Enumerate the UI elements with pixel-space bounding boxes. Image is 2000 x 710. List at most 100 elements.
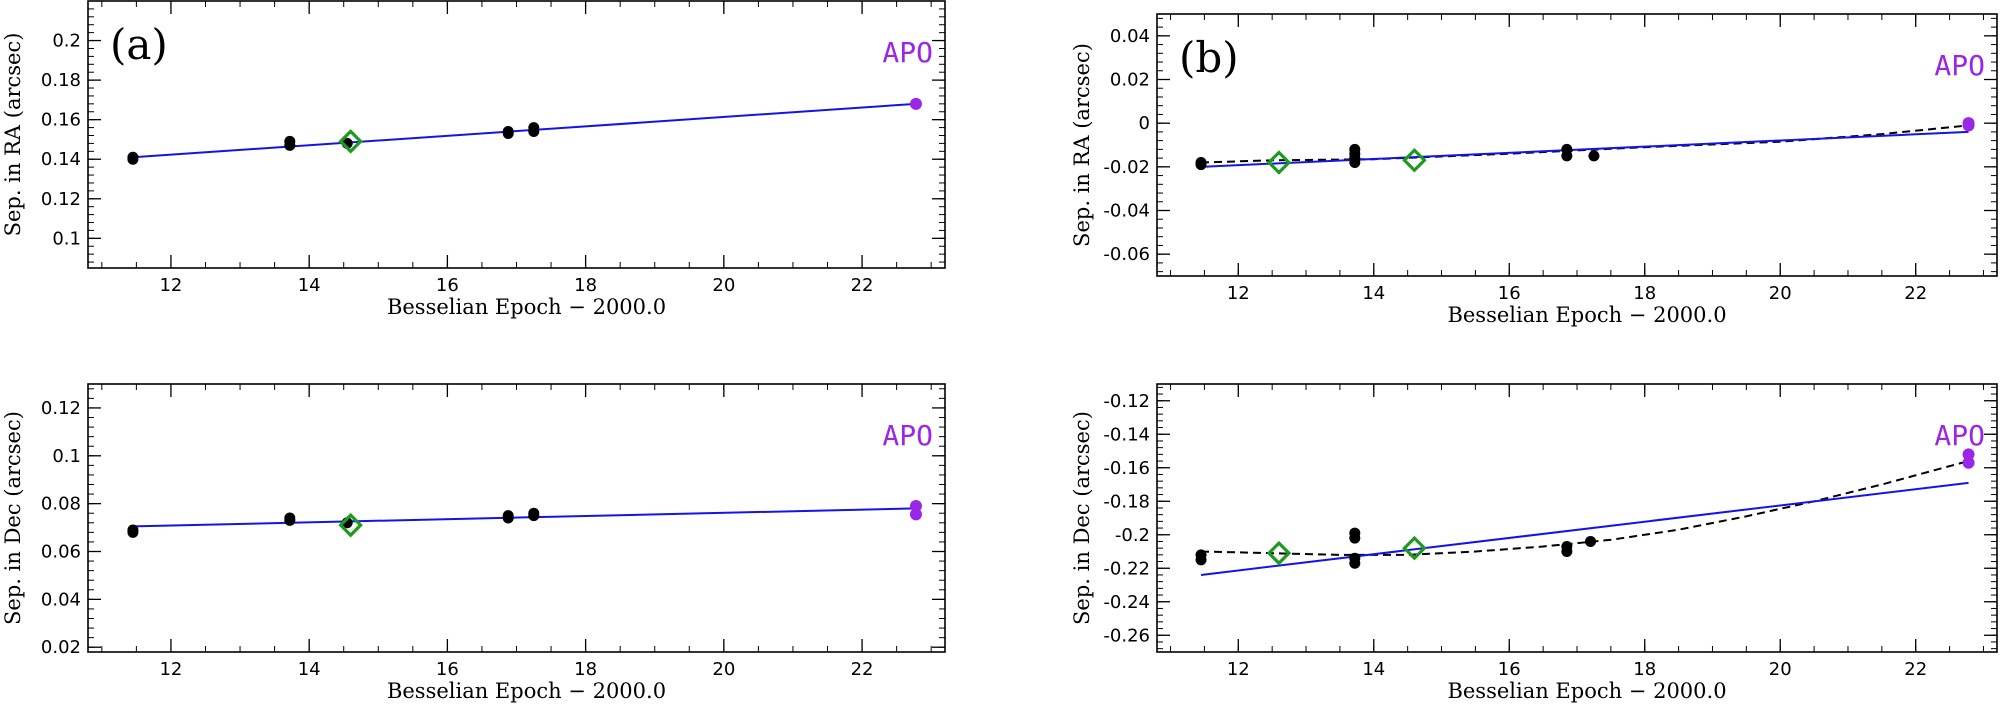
x-tick-label: 12: [159, 659, 182, 680]
x-tick-label: 20: [1769, 283, 1792, 304]
y-tick-label: 0.08: [41, 494, 81, 515]
data-point: [1349, 156, 1361, 168]
diamond-marker: [1266, 540, 1292, 566]
apo-point: [909, 500, 922, 513]
y-tick-label: 0.16: [41, 110, 81, 131]
y-tick-label: -0.02: [1103, 157, 1150, 178]
apo-point: [1962, 448, 1975, 461]
y-tick-label: 0.2: [52, 31, 81, 52]
panel-b-dec: 12 14 16 18 20 22 -0.26 -0.24 -0.22 -0.2 -0.18 -0.1…: [1070, 383, 1998, 703]
x-tick-label: 12: [159, 275, 182, 296]
x-tick-label: 18: [1633, 283, 1656, 304]
y-tick-label: -0.04: [1103, 201, 1150, 222]
diamond-marker: [1266, 150, 1292, 175]
plot-frame: [1156, 13, 1998, 277]
y-tick-label: 0.02: [41, 637, 81, 658]
linear-fit-line: [132, 507, 916, 528]
panel-label: (a): [110, 20, 168, 69]
x-tick-label: 18: [574, 659, 597, 680]
panel-a-ra: 12 14 16 18 20 22 0.1 0.12 0.14 0.16 0.18 0.2 Bessel…: [1, 0, 946, 319]
y-tick-label: 0.1: [52, 446, 81, 467]
y-tick-label: 0.06: [41, 542, 81, 563]
y-tick-label: 0.02: [1110, 70, 1150, 91]
y-tick-label: -0.14: [1103, 424, 1150, 445]
x-tick-label: 22: [851, 275, 874, 296]
x-axis-title: Besselian Epoch − 2000.0: [387, 295, 666, 319]
y-tick-label: 0: [1139, 113, 1150, 134]
y-tick-label: 0.18: [41, 70, 81, 91]
x-tick-label: 14: [1362, 283, 1385, 304]
x-tick-label: 16: [1498, 659, 1521, 680]
x-tick-label: 22: [1904, 659, 1927, 680]
data-point: [1585, 535, 1597, 547]
x-tick-label: 20: [712, 275, 735, 296]
panel-label: (b): [1179, 33, 1239, 82]
data-point: [1588, 150, 1600, 162]
x-tick-label: 16: [436, 659, 459, 680]
apo-label: APO: [1934, 49, 1985, 82]
linear-fit-line: [132, 102, 917, 159]
y-tick-label: 0.04: [41, 589, 81, 610]
y-tick-label: -0.22: [1103, 558, 1150, 579]
x-tick-label: 18: [574, 275, 597, 296]
data-point: [1195, 554, 1207, 566]
panel-a-dec: 12 14 16 18 20 22 0.02 0.04 0.06 0.08 0.1 0.12 Besse…: [1, 383, 946, 703]
diamond-marker: [338, 129, 363, 154]
dashed-fit-curve: [1200, 124, 1969, 164]
apo-point: [1962, 119, 1975, 132]
plot-frame: [87, 0, 946, 269]
x-tick-label: 14: [298, 275, 321, 296]
y-tick-label: 0.14: [41, 149, 81, 170]
apo-label: APO: [882, 36, 933, 69]
plot-frame: [1156, 383, 1998, 653]
data-point: [127, 524, 139, 536]
data-point: [1561, 150, 1573, 162]
apo-point: [909, 97, 922, 110]
data-point: [284, 135, 296, 147]
x-tick-label: 14: [298, 659, 321, 680]
diamond-marker: [1402, 535, 1427, 561]
x-tick-label: 12: [1227, 283, 1250, 304]
x-tick-label: 20: [712, 659, 735, 680]
data-point: [284, 512, 296, 524]
y-tick-label: -0.24: [1103, 592, 1150, 613]
y-tick-label: 0.1: [52, 228, 81, 249]
x-tick-label: 22: [1904, 283, 1927, 304]
data-point: [127, 151, 139, 163]
data-point: [502, 126, 514, 138]
x-tick-label: 20: [1769, 659, 1792, 680]
x-tick-label: 18: [1633, 659, 1656, 680]
y-axis-title: Sep. in Dec (arcsec): [1, 411, 25, 625]
y-tick-label: -0.18: [1103, 491, 1150, 512]
apo-point: [909, 508, 922, 521]
x-tick-label: 16: [436, 275, 459, 296]
x-tick-label: 22: [851, 659, 874, 680]
x-tick-label: 16: [1498, 283, 1521, 304]
y-tick-label: -0.12: [1103, 391, 1150, 412]
x-axis-title: Besselian Epoch − 2000.0: [1447, 303, 1726, 327]
data-point: [528, 507, 540, 519]
diamond-marker: [1402, 148, 1427, 173]
data-point: [1349, 557, 1361, 569]
y-tick-label: 0.12: [41, 398, 81, 419]
dashed-fit-curve: [1200, 460, 1969, 556]
diamond-marker: [338, 512, 363, 538]
apo-label: APO: [1934, 419, 1985, 452]
y-tick-label: -0.16: [1103, 458, 1150, 479]
data-point: [1349, 532, 1361, 544]
linear-fit-line: [1200, 130, 1969, 168]
data-point: [1195, 159, 1207, 171]
data-point: [1561, 546, 1573, 557]
x-tick-label: 12: [1227, 659, 1250, 680]
apo-point: [1962, 456, 1975, 469]
x-tick-label: 14: [1362, 659, 1385, 680]
x-axis-title: Besselian Epoch − 2000.0: [387, 679, 666, 703]
y-tick-label: -0.2: [1115, 525, 1150, 546]
y-tick-label: 0.04: [1110, 26, 1150, 47]
apo-label: APO: [882, 419, 933, 452]
x-axis-title: Besselian Epoch − 2000.0: [1447, 679, 1726, 703]
y-axis-title: Sep. in RA (arcsec): [1070, 43, 1094, 247]
data-point: [502, 510, 514, 522]
y-axis-title: Sep. in Dec (arcsec): [1070, 411, 1094, 625]
